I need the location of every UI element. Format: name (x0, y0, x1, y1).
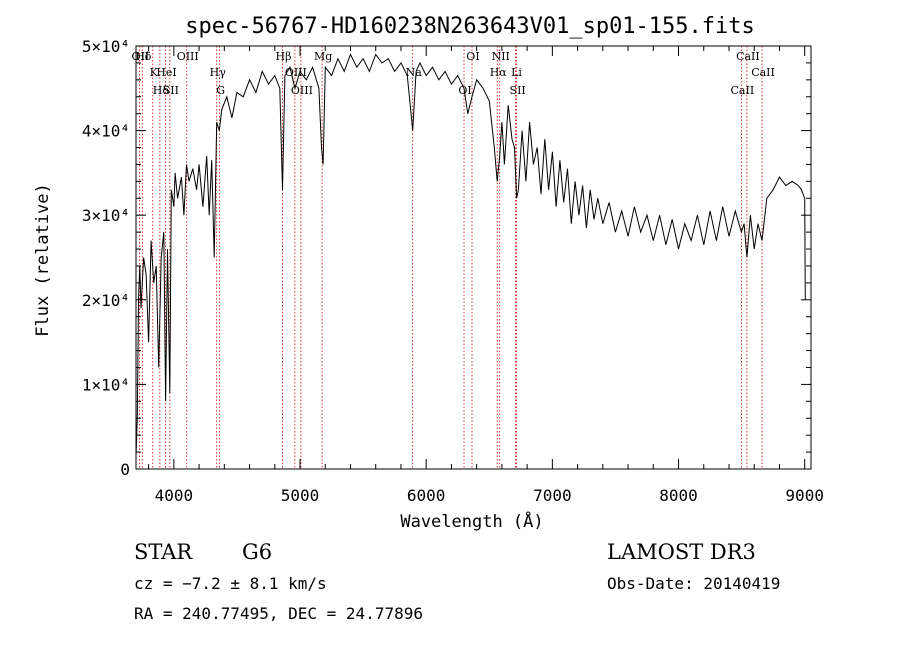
spectral-line-label: CaII (731, 84, 755, 97)
spectral-line-label: CaII (751, 66, 775, 79)
spectral-line-label: HeI (156, 66, 176, 79)
y-tick-label: 1×10⁴ (82, 375, 130, 394)
spectral-line-label: NII (492, 50, 510, 63)
x-tick-label: 4000 (155, 486, 194, 505)
x-tick-label: 6000 (407, 486, 446, 505)
spectral-line-label: G (216, 84, 225, 97)
spectral-line-label: Hβ (276, 50, 292, 63)
spectral-line-label: OI (466, 50, 479, 63)
object-subclass: G6 (242, 540, 272, 564)
spectral-line-label: Mg (314, 50, 332, 63)
survey-name: LAMOST DR3 (607, 540, 756, 564)
x-tick-label: 8000 (659, 486, 698, 505)
spectral-line-label: SII (163, 84, 179, 97)
spectral-line-label: Hδ (153, 84, 170, 97)
y-axis: 0 1×10⁴ 2×10⁴ 3×10⁴ 4×10⁴ 5×10⁴ (82, 37, 811, 479)
spectral-line-labels: HδKHδOIIHeISIIOIIIHγGHβOIIIOIIIMgNaOIOIH… (132, 50, 775, 97)
x-tick-label: 5000 (281, 486, 320, 505)
y-tick-label: 2×10⁴ (82, 291, 130, 310)
x-tick-label: 9000 (785, 486, 824, 505)
spectral-line-label: OI (458, 84, 471, 97)
x-tick-label: 7000 (533, 486, 572, 505)
spectral-line-label: OIII (177, 50, 199, 63)
spectrum-line (135, 53, 806, 457)
x-axis: 4000 5000 6000 7000 8000 9000 (148, 46, 824, 505)
y-tick-label: 0 (120, 460, 130, 479)
spectral-line-label: Hα (490, 66, 508, 79)
x-axis-label: Wavelength (Å) (400, 510, 543, 532)
plot-frame (135, 45, 812, 470)
spectral-line-label: SII (510, 84, 526, 97)
spectral-line-label: Li (511, 66, 522, 79)
chart-title: spec-56767-HD160238N263643V01_sp01-155.f… (185, 14, 755, 39)
spectral-line-label: Hδ (135, 50, 152, 63)
spectral-line-label: K (150, 66, 159, 79)
spectral-line-label: OIII (285, 66, 307, 79)
spectral-line-label: CaII (736, 50, 760, 63)
spectral-line-label: Na (406, 66, 423, 79)
series-layer (135, 53, 806, 457)
y-tick-label: 5×10⁴ (82, 37, 130, 56)
redshift-info: cz = −7.2 ± 8.1 km/s (134, 574, 327, 593)
spectral-line-label: OII (132, 50, 150, 63)
spectral-line-label: Hγ (210, 66, 227, 79)
y-axis-label: Flux (relative) (33, 183, 53, 337)
y-tick-label: 4×10⁴ (82, 122, 130, 141)
spectral-line-label: OIII (291, 84, 313, 97)
spectral-line-markers (139, 46, 763, 469)
ra-dec: RA = 240.77495, DEC = 24.77896 (134, 604, 423, 623)
obs-date: Obs-Date: 20140419 (607, 574, 780, 593)
y-tick-label: 3×10⁴ (82, 206, 130, 225)
object-class: STAR (134, 540, 193, 564)
